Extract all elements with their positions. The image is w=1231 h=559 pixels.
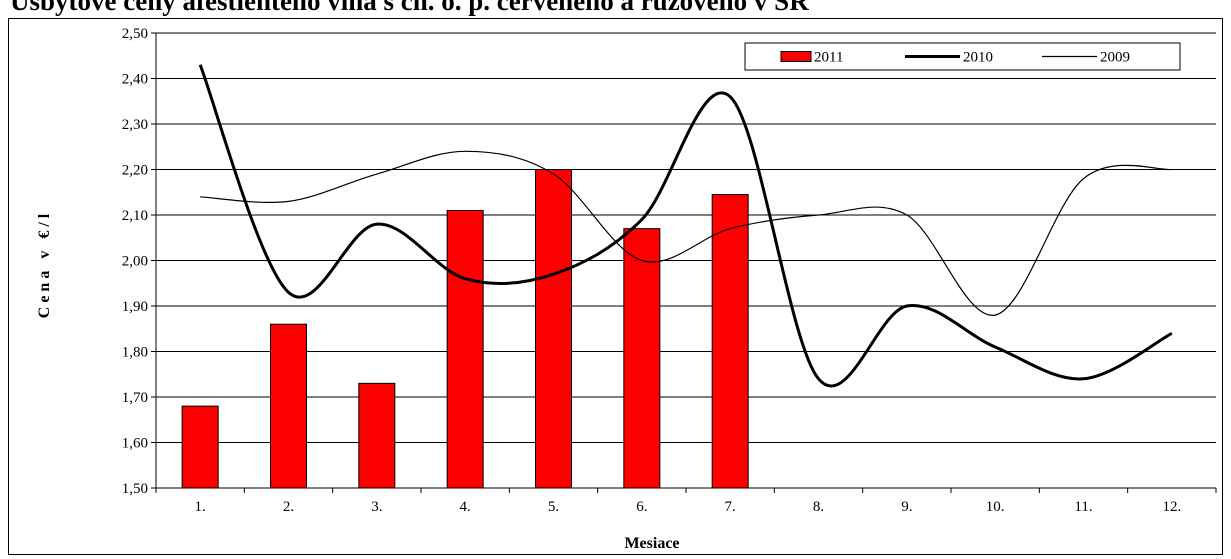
legend: 2011 2010 2009 xyxy=(744,42,1181,71)
page-title: Úsbytové ceny afeštienteho vína s ch. o.… xyxy=(10,0,809,16)
x-tick-label: 6. xyxy=(636,499,647,515)
y-tick-labels: 1,50 1,60 1,70 1,80 1,90 2,00 2,10 2,20 2,30 2,40… xyxy=(122,26,148,497)
x-tick-label: 3. xyxy=(371,499,382,515)
x-tick-label: 10. xyxy=(986,499,1005,515)
x-tick-label: 7. xyxy=(725,499,736,515)
x-tick-label: 1. xyxy=(195,499,206,515)
line-series xyxy=(198,64,1173,388)
x-tick-label: 9. xyxy=(901,499,912,515)
gridlines xyxy=(151,32,1216,489)
y-tick-label: 2,30 xyxy=(122,117,148,133)
y-tick-label: 1,50 xyxy=(122,481,148,497)
legend-label-2009: 2009 xyxy=(1100,50,1130,66)
x-tick-label: 2. xyxy=(283,499,294,515)
y-tick-label: 1,70 xyxy=(122,390,148,406)
x-tick-label: 11. xyxy=(1074,499,1092,515)
y-tick-label: 2,20 xyxy=(122,163,148,179)
bar-2011-1 xyxy=(181,405,219,489)
x-tick-labels: 1. 2. 3. 4. 5. 6. 7. 8. 9. 10. 11. 12. xyxy=(195,499,1182,515)
bar-2011-4 xyxy=(446,209,484,489)
bar-2011-7 xyxy=(711,194,749,489)
line-2009 xyxy=(200,150,1172,316)
y-axis-label: Cena v €/l xyxy=(36,210,53,318)
x-axis-label: Mesiace xyxy=(624,535,679,552)
x-tick-label: 8. xyxy=(813,499,824,515)
y-tick-label: 1,80 xyxy=(122,345,148,361)
y-tick-label: 2,10 xyxy=(122,208,148,224)
bar-2011-3 xyxy=(358,382,396,489)
y-tick-label: 1,90 xyxy=(122,299,148,315)
line-2010 xyxy=(198,64,1173,388)
legend-label-2011: 2011 xyxy=(814,50,843,66)
y-tick-label: 2,40 xyxy=(122,72,148,88)
chart-frame: 1,50 1,60 1,70 1,80 1,90 2,00 2,10 2,20 2,30 2,40… xyxy=(8,18,1223,555)
y-tick-label: 1,60 xyxy=(122,436,148,452)
legend-label-2010: 2010 xyxy=(963,50,993,66)
legend-swatch-2011 xyxy=(780,51,812,62)
bar-2011-5 xyxy=(535,169,572,489)
x-tick-label: 4. xyxy=(460,499,471,515)
chart: 1,50 1,60 1,70 1,80 1,90 2,00 2,10 2,20 2,30 2,40… xyxy=(36,26,1217,552)
bar-2011-2 xyxy=(270,323,307,489)
legend-box xyxy=(744,42,1181,71)
x-tick-label: 12. xyxy=(1162,499,1181,515)
bar-2011-6 xyxy=(623,228,661,489)
bar-series xyxy=(181,169,749,489)
y-tick-label: 2,50 xyxy=(122,26,148,42)
axes xyxy=(155,33,1217,493)
y-tick-label: 2,00 xyxy=(122,254,148,270)
x-tick-label: 5. xyxy=(548,499,559,515)
